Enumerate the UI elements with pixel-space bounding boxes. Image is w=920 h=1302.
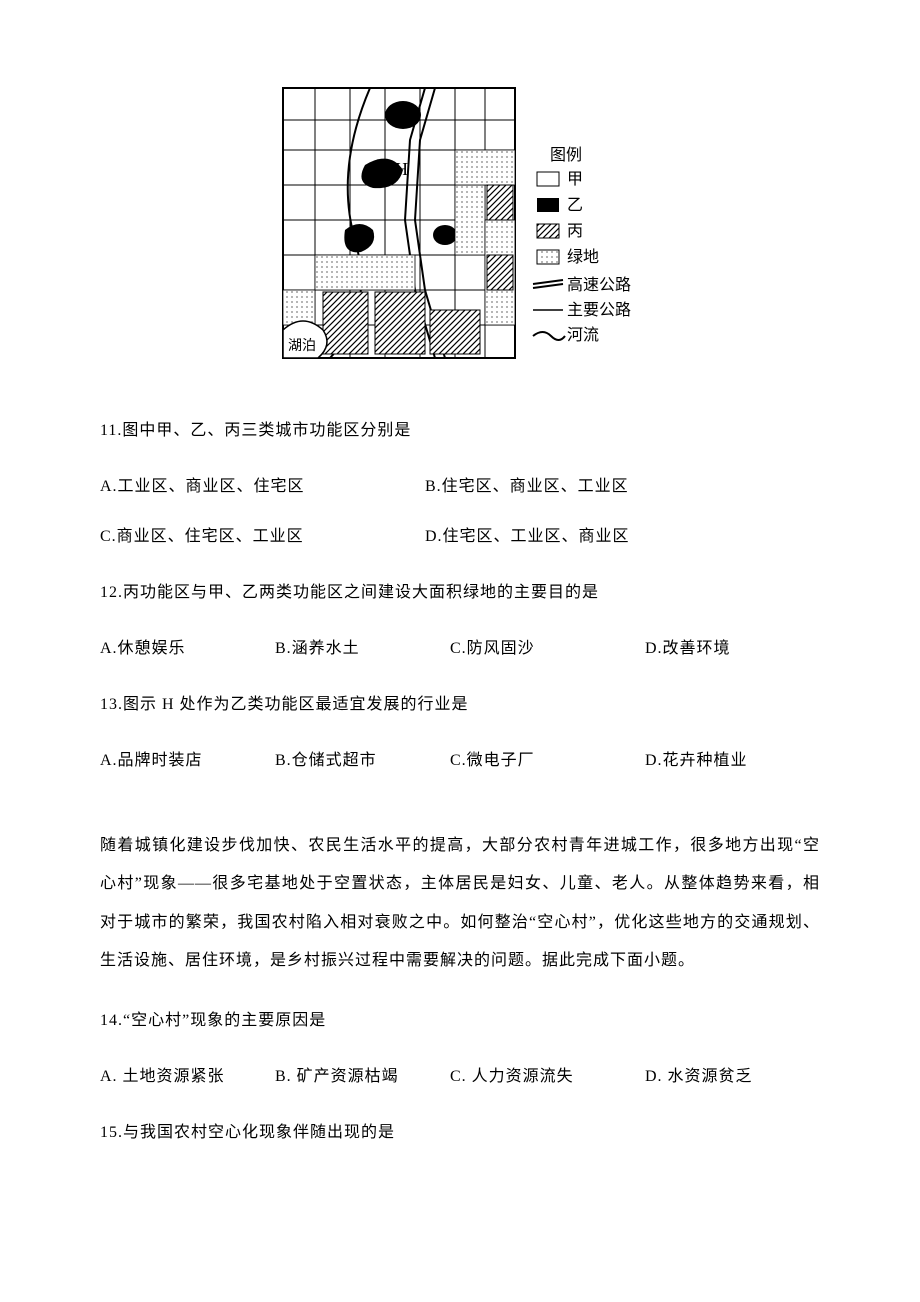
legend-item-green: 绿地	[567, 248, 599, 266]
legend-item-jia: 甲	[567, 171, 583, 188]
q13-option-b: B.仓储式超市	[275, 745, 445, 777]
q11-option-a: A.工业区、商业区、住宅区	[100, 471, 420, 503]
map-label-h: H	[395, 159, 408, 179]
q12-options: A.休憩娱乐 B.涵养水土 C.防风固沙 D.改善环境	[100, 633, 820, 665]
q13-option-c: C.微电子厂	[450, 745, 640, 777]
q11-options-row1: A.工业区、商业区、住宅区 B.住宅区、商业区、工业区	[100, 471, 820, 503]
q12-option-c: C.防风固沙	[450, 633, 640, 665]
q12-option-a: A.休憩娱乐	[100, 633, 270, 665]
q11-option-b: B.住宅区、商业区、工业区	[425, 471, 629, 503]
q14-option-b: B. 矿产资源枯竭	[275, 1061, 445, 1093]
map-label-lake: 湖泊	[288, 338, 316, 354]
q15-stem: 15.与我国农村空心化现象伴随出现的是	[100, 1117, 820, 1149]
legend-title: 图例	[550, 146, 582, 164]
q14-stem: 14.“空心村”现象的主要原因是	[100, 1005, 820, 1037]
q12-option-d: D.改善环境	[645, 633, 731, 665]
q11-option-d: D.住宅区、工业区、商业区	[425, 521, 630, 553]
q11-option-c: C.商业区、住宅区、工业区	[100, 521, 420, 553]
figure-container: H 湖泊 图例	[100, 80, 820, 375]
q12-stem: 12.丙功能区与甲、乙两类功能区之间建设大面积绿地的主要目的是	[100, 577, 820, 609]
q13-option-d: D.花卉种植业	[645, 745, 748, 777]
legend: 图例 甲 乙 丙 绿地 高速公路 主要公路 河流	[533, 146, 631, 344]
legend-item-highway: 高速公路	[567, 276, 631, 294]
document-page: H 湖泊 图例	[0, 0, 920, 1233]
city-zone-map: H 湖泊 图例	[275, 80, 645, 370]
q12-option-b: B.涵养水土	[275, 633, 445, 665]
q13-option-a: A.品牌时装店	[100, 745, 270, 777]
legend-item-yi: 乙	[567, 197, 583, 214]
q14-option-a: A. 土地资源紧张	[100, 1061, 270, 1093]
legend-item-river: 河流	[567, 326, 599, 344]
q11-stem: 11.图中甲、乙、丙三类城市功能区分别是	[100, 415, 820, 447]
q11-options-row2: C.商业区、住宅区、工业区 D.住宅区、工业区、商业区	[100, 521, 820, 553]
legend-item-bing: 丙	[567, 223, 583, 240]
passage-hollow-village: 随着城镇化建设步伐加快、农民生活水平的提高，大部分农村青年进城工作，很多地方出现…	[100, 827, 820, 981]
q14-option-d: D. 水资源贫乏	[645, 1061, 753, 1093]
q13-stem: 13.图示 H 处作为乙类功能区最适宜发展的行业是	[100, 689, 820, 721]
q14-options: A. 土地资源紧张 B. 矿产资源枯竭 C. 人力资源流失 D. 水资源贫乏	[100, 1061, 820, 1093]
legend-item-mainroad: 主要公路	[567, 301, 631, 319]
q13-options: A.品牌时装店 B.仓储式超市 C.微电子厂 D.花卉种植业	[100, 745, 820, 777]
q14-option-c: C. 人力资源流失	[450, 1061, 640, 1093]
